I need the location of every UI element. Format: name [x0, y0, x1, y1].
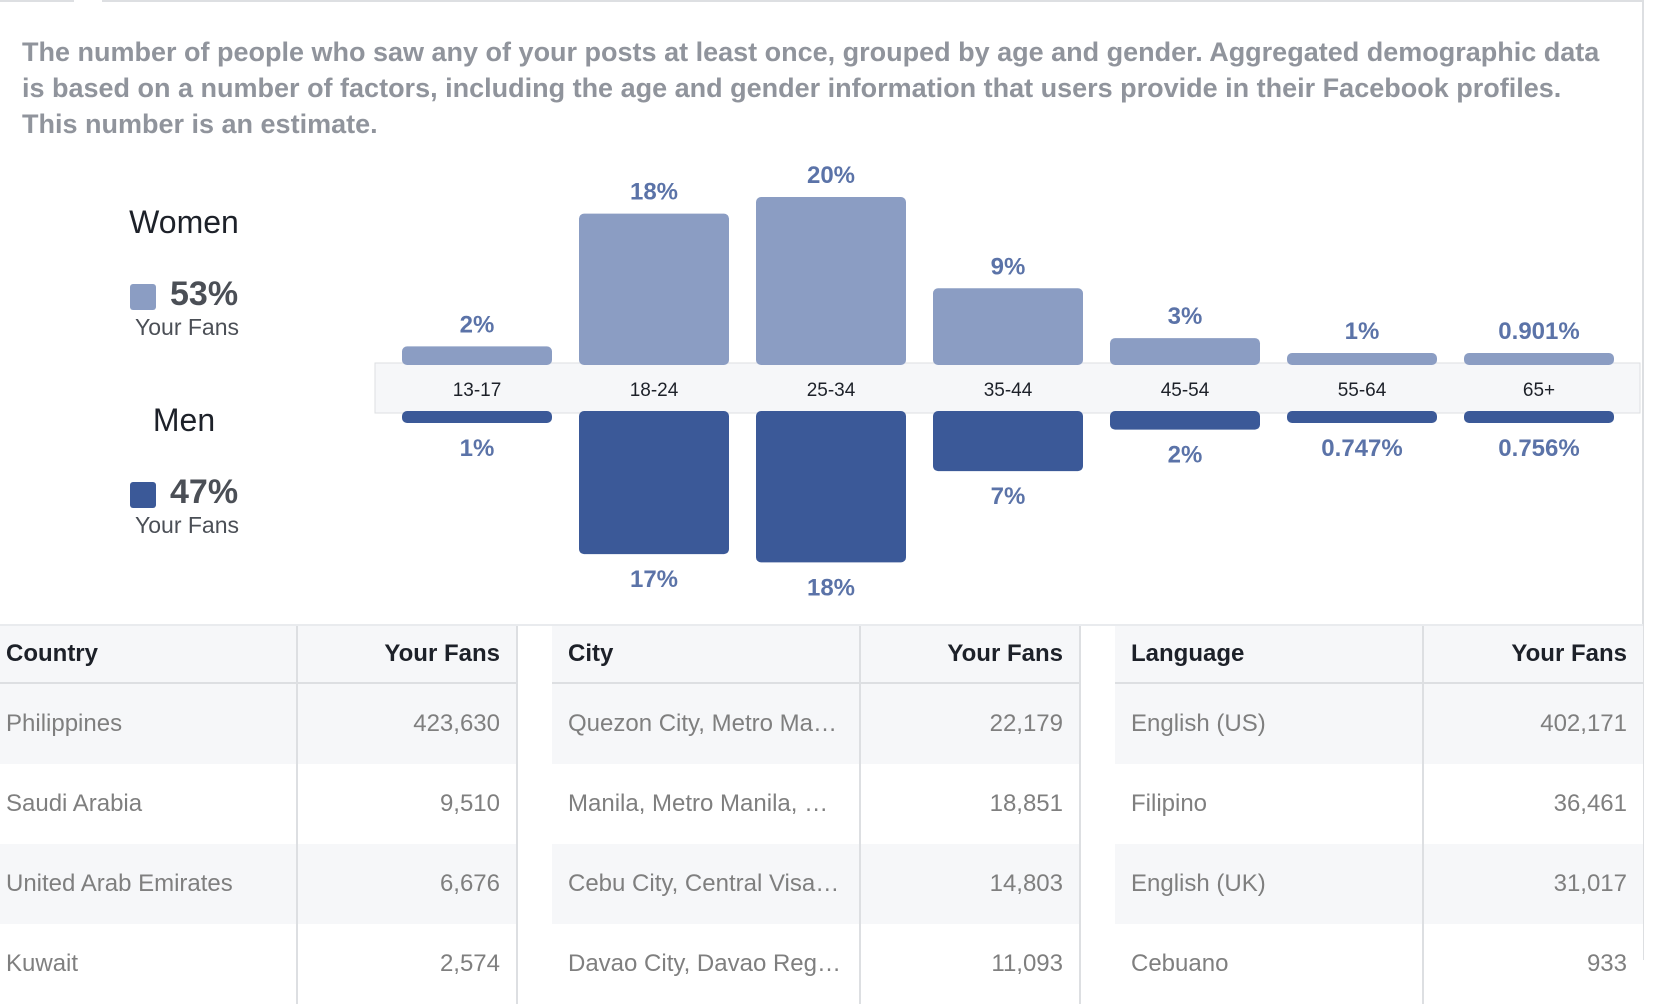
legend-men-subtitle: Your Fans [135, 512, 239, 538]
men-bar[interactable] [402, 411, 552, 423]
country-column-header[interactable]: Country [0, 626, 298, 684]
city-name: Manila, Metro Manila, … [552, 764, 861, 844]
men-data-label: 17% [630, 566, 678, 593]
men-data-label: 1% [460, 435, 495, 462]
men-bar[interactable] [1464, 411, 1614, 423]
women-bar[interactable] [579, 213, 729, 365]
men-data-label: 7% [991, 483, 1026, 510]
legend-men-swatch [130, 482, 156, 508]
women-bar[interactable] [1110, 338, 1260, 365]
country-name: Kuwait [0, 924, 298, 1004]
women-data-label: 0.901% [1498, 318, 1579, 345]
table-row[interactable]: United Arab Emirates 6,676 [0, 844, 518, 924]
tab-notch [74, 0, 102, 4]
men-data-label: 0.747% [1321, 435, 1402, 462]
city-table: City Your Fans Quezon City, Metro Ma… 22… [552, 626, 1081, 1004]
country-table-header: Country Your Fans [0, 626, 518, 684]
city-name: Quezon City, Metro Ma… [552, 683, 861, 764]
age-category-label: 35-44 [984, 380, 1033, 401]
city-fans: 14,803 [860, 844, 1081, 924]
city-fans: 18,851 [860, 764, 1081, 844]
women-data-label: 3% [1168, 303, 1203, 330]
women-bar[interactable] [1464, 353, 1614, 365]
age-category-label: 18-24 [630, 380, 679, 401]
women-bar[interactable] [1287, 353, 1437, 365]
men-bar[interactable] [579, 411, 729, 555]
men-bar[interactable] [756, 411, 906, 563]
city-fans: 11,093 [860, 924, 1081, 1004]
women-bar[interactable] [933, 288, 1083, 365]
table-row[interactable]: Quezon City, Metro Ma… 22,179 [552, 683, 1081, 764]
men-bar[interactable] [1287, 411, 1437, 423]
language-name: Filipino [1115, 764, 1424, 844]
table-row[interactable]: Manila, Metro Manila, … 18,851 [552, 764, 1081, 844]
language-column-header[interactable]: Language [1115, 626, 1424, 684]
country-table: Country Your Fans Philippines 423,630 Sa… [0, 626, 518, 1004]
chart-description: The number of people who saw any of your… [22, 37, 1600, 139]
city-fans-column-header[interactable]: Your Fans [860, 626, 1081, 684]
language-fans: 36,461 [1423, 764, 1643, 844]
table-row[interactable]: Philippines 423,630 [0, 683, 518, 764]
age-category-label: 25-34 [807, 380, 856, 401]
country-name: United Arab Emirates [0, 844, 298, 924]
women-data-label: 18% [630, 179, 678, 206]
country-fans: 2,574 [297, 924, 518, 1004]
table-row[interactable]: Cebuano 933 [1115, 924, 1643, 1004]
legend-women-percent: 53% [170, 275, 239, 313]
language-fans: 402,171 [1423, 683, 1643, 764]
city-name: Cebu City, Central Visa… [552, 844, 861, 924]
table-row[interactable]: English (UK) 31,017 [1115, 844, 1643, 924]
language-table-header: Language Your Fans [1115, 626, 1643, 684]
men-data-label: 0.756% [1498, 435, 1579, 462]
women-data-label: 20% [807, 162, 855, 189]
tables-top-border [0, 624, 1643, 626]
language-name: English (UK) [1115, 844, 1424, 924]
table-row[interactable]: Davao City, Davao Reg… 11,093 [552, 924, 1081, 1004]
category-band [374, 362, 1641, 414]
country-name: Philippines [0, 683, 298, 764]
top-border [0, 0, 1643, 2]
city-name: Davao City, Davao Reg… [552, 924, 861, 1004]
women-bar[interactable] [402, 346, 552, 365]
city-table-header: City Your Fans [552, 626, 1081, 684]
men-data-label: 2% [1168, 442, 1203, 469]
country-fans: 6,676 [297, 844, 518, 924]
language-fans: 933 [1423, 924, 1643, 1004]
country-fans: 9,510 [297, 764, 518, 844]
panel-right-border [1642, 0, 1662, 960]
table-row[interactable]: Cebu City, Central Visa… 14,803 [552, 844, 1081, 924]
table-row[interactable]: English (US) 402,171 [1115, 683, 1643, 764]
table-row[interactable]: Filipino 36,461 [1115, 764, 1643, 844]
language-fans-column-header[interactable]: Your Fans [1423, 626, 1643, 684]
age-category-label: 45-54 [1161, 380, 1210, 401]
legend-men-title: Men [152, 402, 216, 438]
table-row[interactable]: Saudi Arabia 9,510 [0, 764, 518, 844]
women-bar[interactable] [756, 197, 906, 365]
women-data-label: 1% [1345, 318, 1380, 345]
language-name: English (US) [1115, 683, 1424, 764]
women-data-label: 9% [991, 253, 1026, 280]
men-bar[interactable] [933, 411, 1083, 472]
age-category-label: 65+ [1523, 380, 1555, 401]
table-row[interactable]: Kuwait 2,574 [0, 924, 518, 1004]
legend-women-swatch [130, 284, 156, 310]
women-data-label: 2% [460, 311, 495, 338]
country-name: Saudi Arabia [0, 764, 298, 844]
age-category-label: 13-17 [453, 380, 502, 401]
legend-men-percent: 47% [170, 473, 239, 511]
language-fans: 31,017 [1423, 844, 1643, 924]
legend-women-title: Women [129, 204, 239, 240]
legend-women-subtitle: Your Fans [135, 314, 239, 340]
men-bar[interactable] [1110, 411, 1260, 430]
language-table: Language Your Fans English (US) 402,171 … [1115, 626, 1643, 1004]
men-data-label: 18% [807, 574, 855, 601]
city-column-header[interactable]: City [552, 626, 861, 684]
country-fans: 423,630 [297, 683, 518, 764]
country-fans-column-header[interactable]: Your Fans [297, 626, 518, 684]
age-category-label: 55-64 [1338, 380, 1387, 401]
city-fans: 22,179 [860, 683, 1081, 764]
language-name: Cebuano [1115, 924, 1424, 1004]
